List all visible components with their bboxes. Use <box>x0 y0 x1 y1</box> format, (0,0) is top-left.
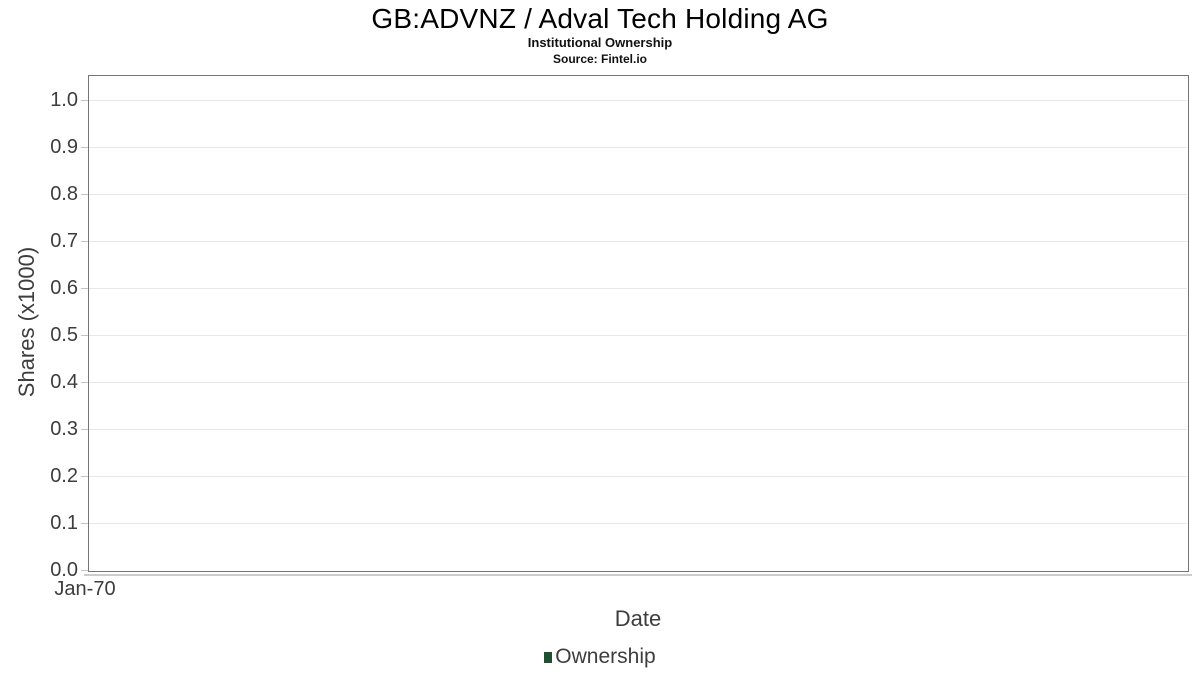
gridline-y-1.0 <box>89 100 1187 101</box>
y-tick-label-0.8: 0.8 <box>50 183 78 205</box>
y-tick-mark-0.0 <box>81 570 88 571</box>
gridline-y-0.8 <box>89 194 1187 195</box>
y-tick-label-0.1: 0.1 <box>50 512 78 534</box>
y-tick-label-1.0: 1.0 <box>50 89 78 111</box>
gridline-y-0.9 <box>89 147 1187 148</box>
chart-source: Source: Fintel.io <box>552 52 647 66</box>
y-tick-mark-0.1 <box>81 523 88 524</box>
x-tick-label: Jan-70 <box>54 578 116 600</box>
gridline-y-0.5 <box>89 335 1187 336</box>
y-tick-mark-0.6 <box>81 288 88 289</box>
y-tick-label-0.7: 0.7 <box>50 230 78 252</box>
y-tick-mark-0.2 <box>81 476 88 477</box>
y-tick-label-0.2: 0.2 <box>50 465 78 487</box>
chart-title: GB:ADVNZ / Adval Tech Holding AG <box>371 3 829 34</box>
plot-area <box>88 75 1189 572</box>
y-tick-label-0.6: 0.6 <box>50 277 78 299</box>
y-tick-mark-0.4 <box>81 382 88 383</box>
gridline-y-0.6 <box>89 288 1187 289</box>
gridline-y-0.4 <box>89 382 1187 383</box>
legend-label-ownership: Ownership <box>555 645 656 668</box>
x-axis-line <box>84 574 1192 576</box>
y-axis-title: Shares (x1000) <box>14 246 39 398</box>
y-tick-label-0.4: 0.4 <box>50 371 78 393</box>
gridline-y-0.1 <box>89 523 1187 524</box>
legend-marker-ownership-icon <box>544 651 553 663</box>
gridline-y-0.2 <box>89 476 1187 477</box>
gridline-y-0.3 <box>89 429 1187 430</box>
y-tick-label-0.0: 0.0 <box>50 559 78 581</box>
y-tick-label-0.5: 0.5 <box>50 324 78 346</box>
y-tick-mark-0.9 <box>81 147 88 148</box>
y-tick-label-0.3: 0.3 <box>50 418 78 440</box>
y-tick-mark-0.3 <box>81 429 88 430</box>
y-tick-label-0.9: 0.9 <box>50 136 78 158</box>
y-tick-mark-0.5 <box>81 335 88 336</box>
chart-subtitle: Institutional Ownership <box>527 35 673 50</box>
x-axis-title: Date <box>614 606 662 631</box>
legend: Ownership <box>0 645 1200 669</box>
y-tick-mark-1.0 <box>81 100 88 101</box>
y-tick-mark-0.7 <box>81 241 88 242</box>
y-tick-mark-0.8 <box>81 194 88 195</box>
gridline-y-0.7 <box>89 241 1187 242</box>
